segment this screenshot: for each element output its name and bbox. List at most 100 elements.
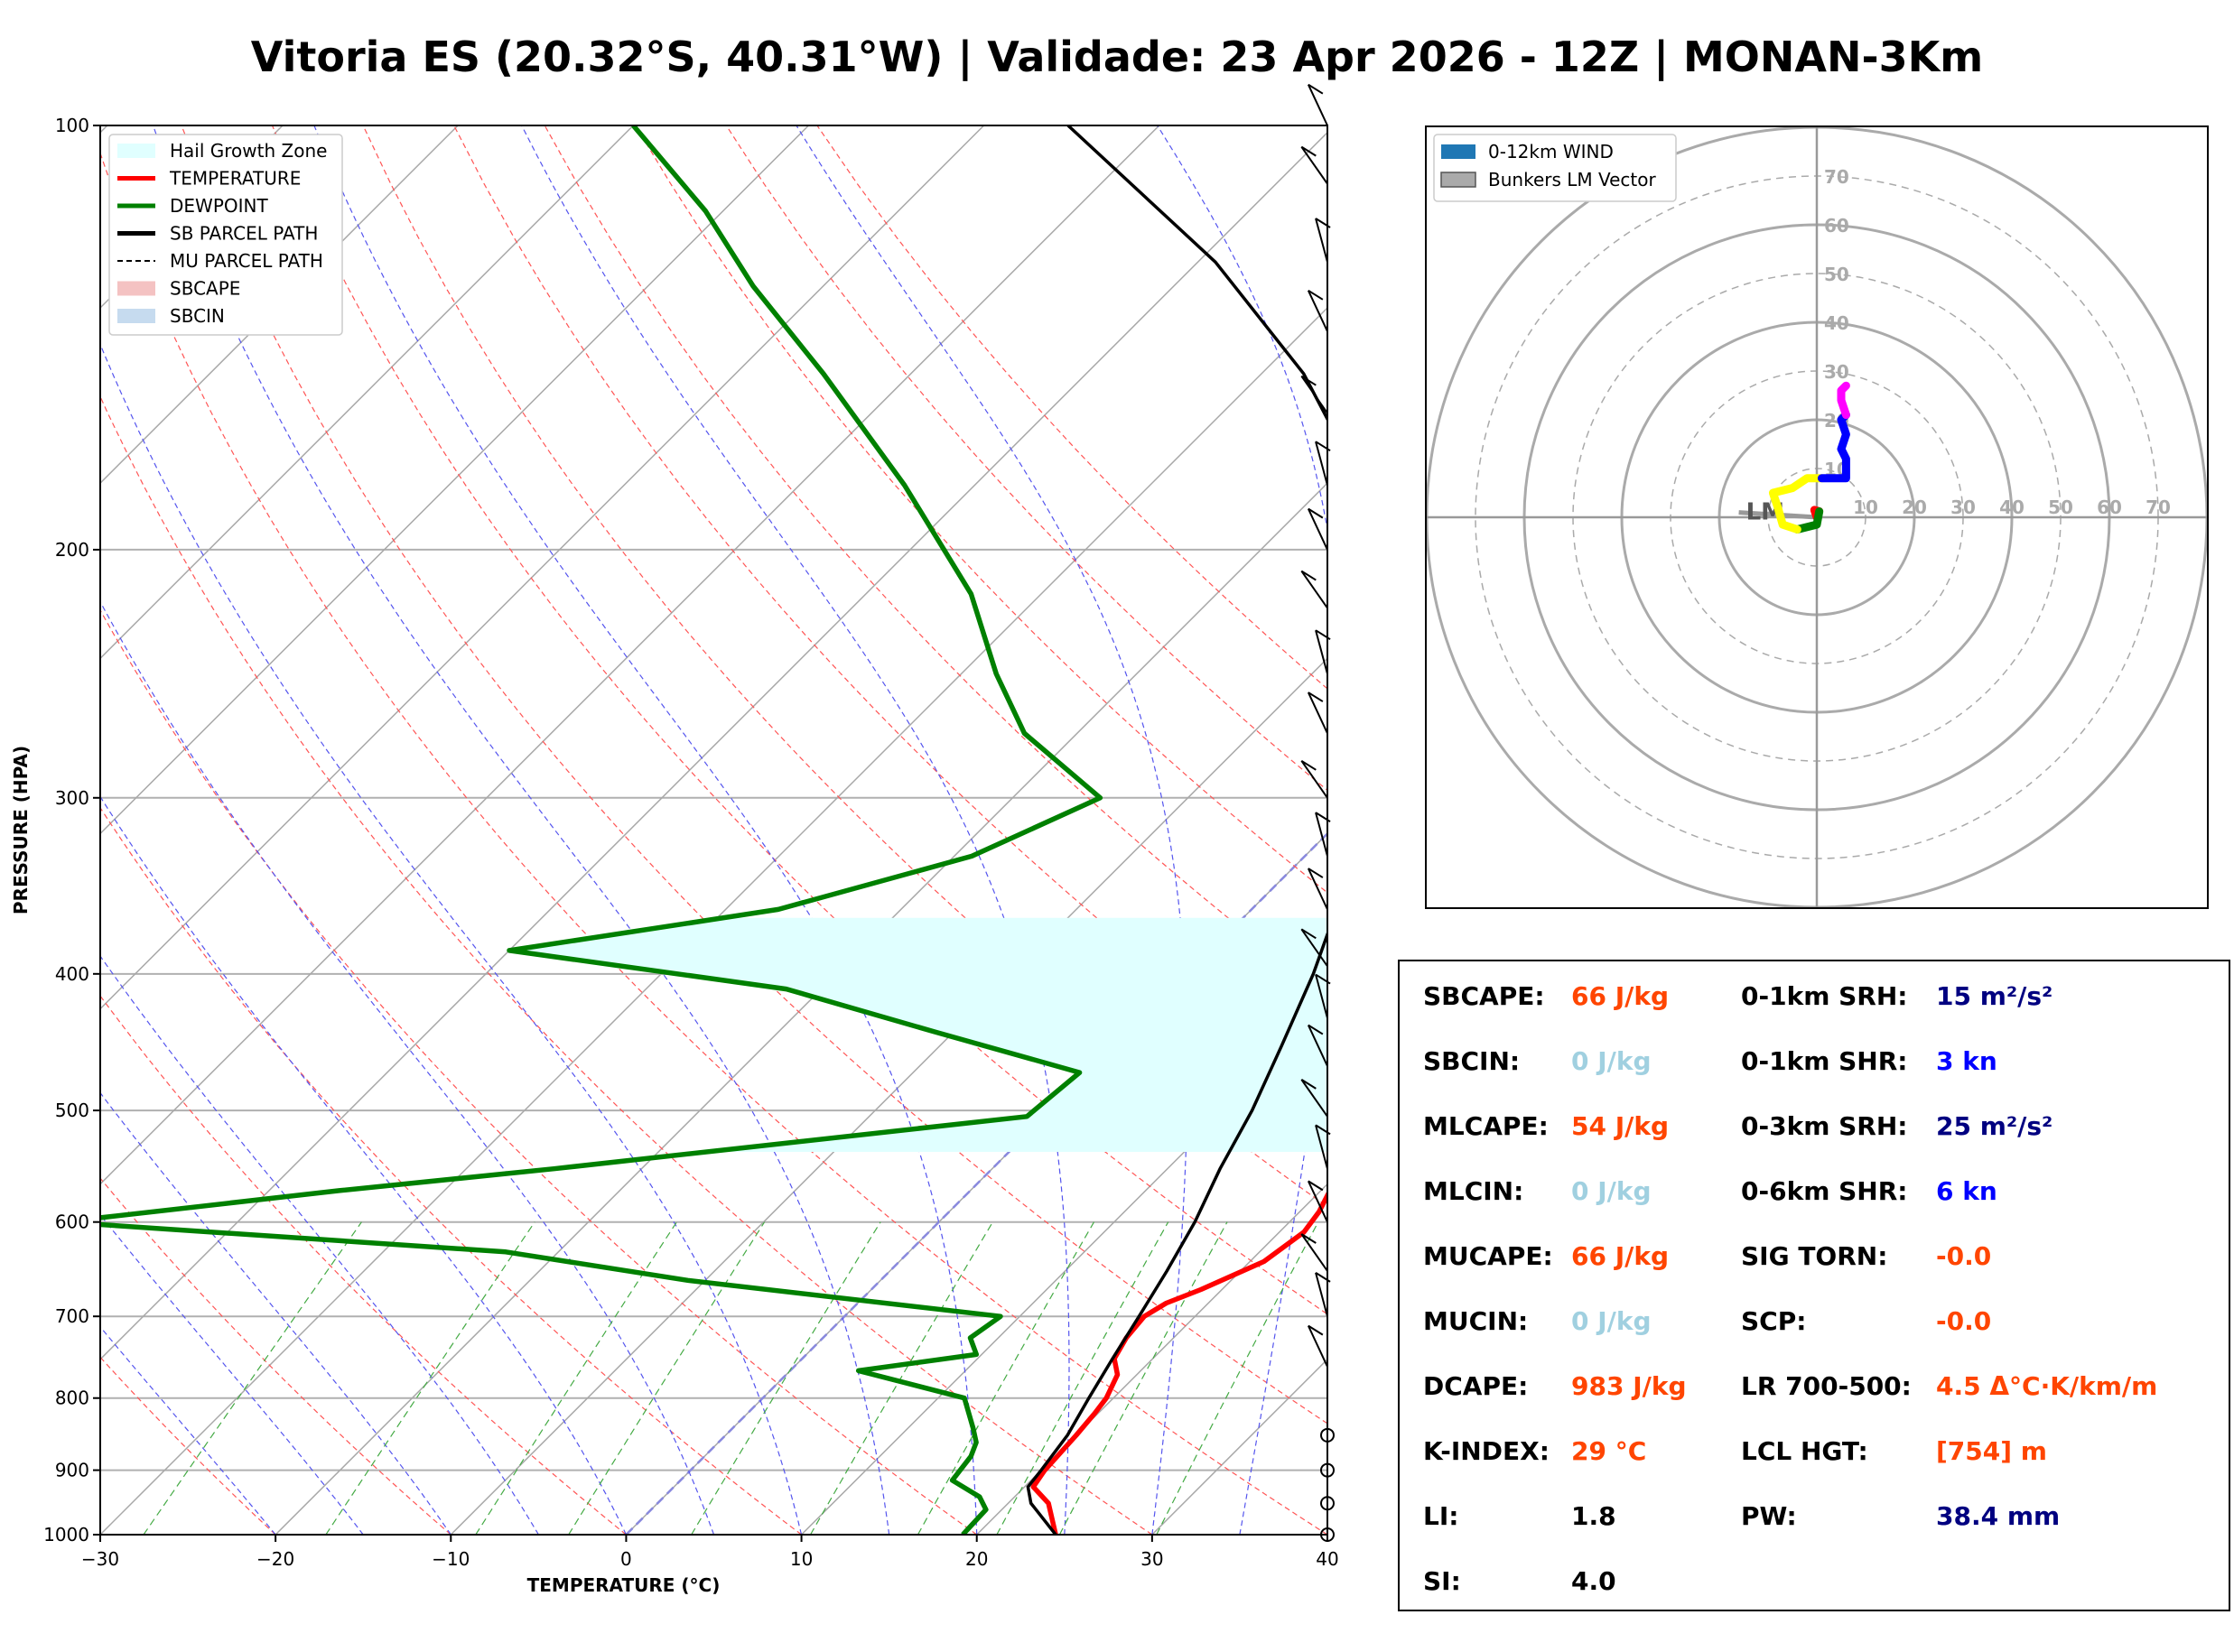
wind-barb-flag (1308, 83, 1324, 95)
param-label: SBCIN: (1423, 1046, 1521, 1076)
param-label: 0-6km SHR: (1741, 1176, 1908, 1206)
x-tick-label: −30 (81, 1548, 119, 1570)
hodograph-legend: 0-12km WIND Bunkers LM Vector (1433, 134, 1677, 202)
dry-adiabat (544, 125, 1327, 998)
dry-adiabat (453, 125, 1327, 1102)
wind-barb-staff (1307, 1025, 1328, 1067)
wind-barb-flag (1315, 973, 1331, 985)
skew-t-frame (99, 125, 1328, 1536)
legend-swatch (1441, 144, 1475, 159)
dry-adiabat (100, 608, 978, 1535)
mixing-ratio-line (917, 1221, 1095, 1535)
param-label: PW: (1741, 1501, 1797, 1531)
wind-barb-flag (1300, 145, 1317, 157)
isotherm-line (976, 1183, 1327, 1535)
param-value: 54 J/kg (1571, 1111, 1670, 1141)
ring-label: 50 (2048, 497, 2073, 518)
temperature-line (1030, 1190, 1327, 1535)
legend-box (1433, 134, 1677, 202)
y-tick-label: 1000 (43, 1524, 89, 1545)
wind-barb-staff (1300, 1079, 1328, 1118)
param-value: 15 m²/s² (1936, 981, 2053, 1011)
param-value: 0 J/kg (1571, 1176, 1652, 1206)
x-tick-label: 0 (620, 1548, 632, 1570)
param-label: MUCIN: (1423, 1306, 1529, 1336)
wind-barb-staff (1300, 1233, 1328, 1272)
wind-barb-staff (1300, 376, 1328, 414)
param-value: 0 J/kg (1571, 1306, 1652, 1336)
x-tick-label: 30 (1140, 1548, 1163, 1570)
moist-adiabat (100, 1213, 364, 1535)
wind-barb-staff (1307, 691, 1328, 734)
wind-barb-staff (1315, 218, 1328, 263)
dry-adiabat (725, 125, 1327, 792)
y-tick-label: 800 (55, 1387, 89, 1409)
hodograph-segment (1792, 507, 1824, 534)
param-label: SI: (1423, 1566, 1461, 1596)
param-label: 0-1km SRH: (1741, 981, 1908, 1011)
ring-label: 30 (1824, 361, 1849, 383)
y-tick-label: 600 (55, 1211, 89, 1233)
y-tick-label: 700 (55, 1305, 89, 1327)
dry-adiabat (271, 125, 1327, 1315)
moist-adiabat (796, 125, 1188, 1535)
y-axis-label: PRESSURE (HPA) (10, 746, 32, 914)
isotherm-line (275, 482, 1327, 1535)
dry-adiabat (100, 1356, 276, 1535)
mixing-ratio-line (809, 1221, 993, 1535)
moist-adiabat (100, 342, 803, 1535)
ring-label: 60 (1824, 215, 1849, 237)
dry-adiabat (100, 1177, 451, 1535)
wind-barb-flag (1315, 1272, 1331, 1283)
param-value: 3 kn (1936, 1046, 1997, 1076)
wind-barb-flag (1315, 629, 1331, 641)
dry-adiabat (100, 151, 1327, 1535)
calm-wind-marker (1320, 1462, 1335, 1478)
legend-label: SBCAPE (170, 278, 240, 300)
wind-barb-staff (1307, 508, 1328, 551)
ring-label: 30 (1950, 497, 1976, 518)
dry-adiabat (100, 995, 627, 1535)
wind-barb-staff (1307, 1180, 1328, 1223)
legend-label: SBCIN (170, 305, 225, 327)
mixing-ratio-line (1156, 1221, 1319, 1535)
mixing-ratio-line (1058, 1221, 1228, 1535)
wind-barb-staff (1300, 146, 1328, 185)
dry-adiabat (362, 125, 1327, 1208)
param-value: 6 kn (1936, 1176, 1997, 1206)
wind-barb-flag (1308, 1324, 1324, 1336)
y-tick-label: 300 (55, 787, 89, 809)
wind-barb-flag (1308, 1180, 1324, 1192)
isotherm-line (100, 125, 459, 485)
param-value: 66 J/kg (1571, 981, 1670, 1011)
wind-barb-flag (1300, 928, 1317, 940)
legend-swatch (117, 281, 155, 296)
param-label: K-INDEX: (1423, 1436, 1550, 1466)
isotherm-line (100, 125, 284, 310)
dry-adiabat (100, 806, 802, 1535)
param-label: SIG TORN: (1741, 1241, 1888, 1271)
wind-barb-staff (1315, 974, 1328, 1019)
wind-barb-flag (1315, 1124, 1331, 1136)
wind-barb-flag (1308, 868, 1324, 878)
isotherm-line (450, 657, 1327, 1535)
isotherm-line (100, 131, 1327, 1360)
mixing-ratio-line (325, 1221, 535, 1535)
wind-barb-flag (1308, 289, 1324, 301)
param-value: 983 J/kg (1571, 1371, 1687, 1401)
moist-adiabat (100, 955, 539, 1535)
wind-barb-flag (1300, 759, 1317, 771)
wind-barb-staff (1307, 84, 1328, 126)
moist-adiabat (100, 1325, 276, 1535)
dry-adiabat (816, 125, 1327, 690)
wind-barb-flag (1308, 507, 1324, 519)
legend-label: Bunkers LM Vector (1488, 169, 1657, 190)
ring-label: 50 (1824, 264, 1849, 285)
isotherm-line (100, 306, 1327, 1535)
mixing-ratio-line (475, 1221, 677, 1535)
x-tick-label: 20 (965, 1548, 988, 1570)
hodograph-segment (1817, 411, 1850, 483)
param-value: 4.0 (1571, 1566, 1616, 1596)
